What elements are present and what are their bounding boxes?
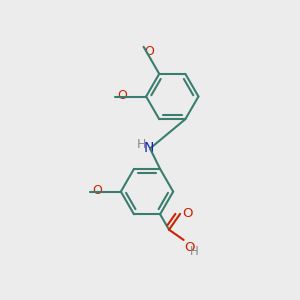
Text: O: O bbox=[118, 89, 128, 102]
Text: O: O bbox=[145, 45, 154, 58]
Text: O: O bbox=[184, 241, 195, 254]
Text: N: N bbox=[143, 141, 154, 155]
Text: O: O bbox=[182, 207, 193, 220]
Text: H: H bbox=[190, 245, 198, 258]
Text: H: H bbox=[136, 138, 146, 152]
Text: O: O bbox=[92, 184, 102, 197]
